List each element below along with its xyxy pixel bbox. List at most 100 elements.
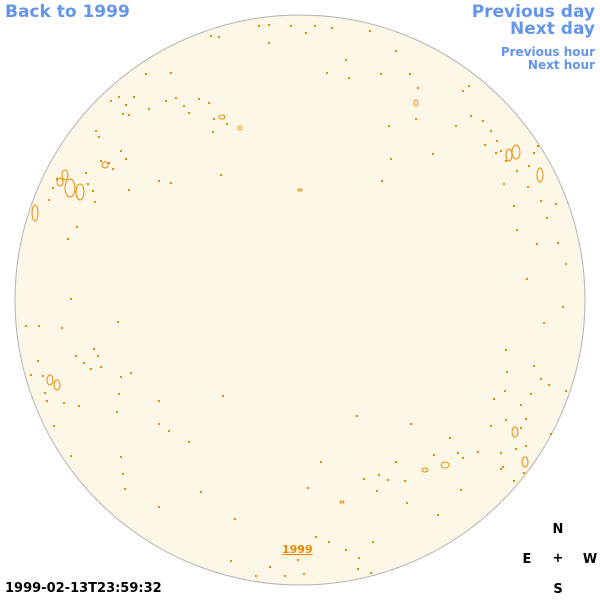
contour-blip [500,452,502,454]
contour-blip [345,59,347,61]
contour-blip [410,423,412,425]
contour-blip [258,25,260,27]
contour-blip [85,172,87,174]
contour-blip [168,430,170,432]
previous-day-link[interactable]: Previous day [471,2,595,22]
contour-blip [356,415,358,417]
contour-blip [457,452,459,454]
contour-blip [188,441,190,443]
contour-blip [537,145,539,147]
contour-blip [78,405,80,407]
contour-blip [536,243,538,245]
contour-blip [269,566,271,568]
contour-blip [284,575,286,577]
contour-blip [331,27,333,29]
contour-blip [67,238,69,240]
contour-blip [520,427,522,429]
contour-blip [165,100,167,102]
contour-ring [64,178,76,198]
contour-blip [493,398,495,400]
contour-blip [133,96,135,98]
contour-blip [305,32,307,34]
contour-blip [212,131,214,133]
contour-blip [540,200,542,202]
contour-blip [390,158,392,160]
contour-blip [477,451,479,453]
contour-blip [395,461,397,463]
contour-blip [376,490,378,492]
contour-blip [234,518,236,520]
contour-blip [482,120,484,122]
contour-blip [395,50,397,52]
contour-blip [526,278,528,280]
contour-blip [565,263,567,265]
contour-blip [307,487,309,489]
contour-blip [25,325,27,327]
contour-blip [484,144,486,146]
contour-blip [183,105,185,107]
contour-blip [409,73,411,75]
contour-blip [515,448,517,450]
contour-blip [75,355,77,357]
contour-blip [462,90,464,92]
contour-blip [381,180,383,182]
next-hour-link[interactable]: Next hour [527,58,595,72]
contour-blip [525,418,527,420]
year-label[interactable]: 1999 [282,543,313,556]
contour-blip [490,130,492,132]
contour-blip [268,24,270,26]
contour-blip [76,226,78,228]
contour-blip [268,42,270,44]
contour-blip [516,170,518,172]
contour-blip [175,97,177,99]
contour-blip [210,35,212,37]
contour-blip [145,73,147,75]
contour-blip [46,400,48,402]
contour-ring [237,125,243,131]
contour-blip [90,368,92,370]
contour-ring [61,169,69,181]
contour-blip [500,468,502,470]
contour-blip [345,549,347,551]
contour-blip [95,130,97,132]
contour-blip [100,160,102,162]
contour-blip [470,115,472,117]
contour-blip [432,153,434,155]
contour-blip [562,306,564,308]
contour-blip [118,393,120,395]
observation-timestamp: 1999-02-13T23:59:32 [5,581,162,596]
contour-blip [433,454,435,456]
contour-blip [495,152,497,154]
contour-blip [500,150,502,152]
contour-blip [406,502,408,504]
contour-blip [369,30,371,32]
contour-blip [70,455,72,457]
contour-blip [110,100,112,102]
contour-blip [502,466,504,468]
contour-blip [565,390,567,392]
contour-blip [372,541,374,543]
contour-blip [94,201,96,203]
contour-blip [128,114,130,116]
contour-blip [158,180,160,182]
contour-blip [516,229,518,231]
contour-blip [52,187,54,189]
back-to-year-link[interactable]: Back to 1999 [5,2,130,22]
contour-blip [533,365,535,367]
next-day-link[interactable]: Next day [510,19,595,39]
contour-ring [101,161,109,169]
contour-blip [533,152,535,154]
contour-blip [108,162,110,164]
contour-blip [48,199,50,201]
contour-blip [460,489,462,491]
contour-blip [230,560,232,562]
contour-blip [468,85,470,87]
contour-ring [511,426,519,438]
contour-blip [124,488,126,490]
contour-blip [348,77,350,79]
compass-south-label: S [553,582,563,597]
previous-hour-link[interactable]: Previous hour [500,45,595,59]
contour-blip [44,392,46,394]
contour-blip [120,376,122,378]
contour-blip [87,183,89,185]
